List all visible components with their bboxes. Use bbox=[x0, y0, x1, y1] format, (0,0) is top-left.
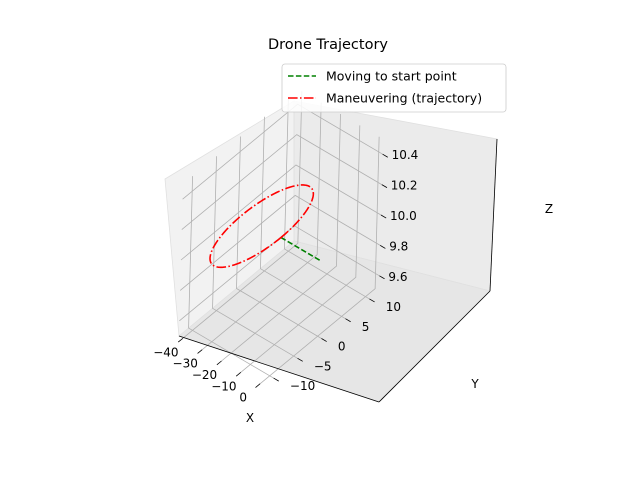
legend-frame bbox=[281, 63, 507, 113]
x-axis-label: X bbox=[246, 411, 254, 425]
legend: Moving to start point Maneuvering (traje… bbox=[281, 63, 507, 113]
x-tick-label: 0 bbox=[239, 391, 247, 405]
chart-title: Drone Trajectory bbox=[268, 37, 388, 53]
y-tick-label: −10 bbox=[290, 379, 315, 393]
y-tick-mark bbox=[345, 318, 351, 323]
z-gridline bbox=[179, 194, 381, 291]
x-tick-mark bbox=[216, 360, 222, 366]
y-tick-mark bbox=[369, 298, 375, 303]
legend-label-moving: Moving to start point bbox=[326, 69, 457, 84]
axes-panes bbox=[164, 100, 498, 403]
x-gridline bbox=[240, 125, 361, 373]
z-tick-label: 9.8 bbox=[389, 239, 408, 253]
x-axis-line bbox=[178, 335, 380, 403]
x-gridline bbox=[221, 113, 341, 362]
y-gridline bbox=[188, 176, 274, 379]
z-tick-mark bbox=[379, 275, 385, 280]
z-axis-line bbox=[489, 138, 498, 292]
x-gridline bbox=[259, 136, 380, 385]
z-gridline bbox=[181, 134, 383, 230]
y-tick-label: −5 bbox=[314, 359, 332, 373]
x-gridline bbox=[201, 102, 322, 350]
z-tick-label: 10.2 bbox=[391, 179, 418, 193]
x-tick-mark bbox=[177, 337, 184, 343]
y-axis-line bbox=[378, 290, 491, 403]
y-tick-mark bbox=[321, 338, 327, 342]
x-gridline bbox=[182, 91, 303, 339]
z-tick-mark bbox=[380, 214, 387, 219]
x-tick-label: −30 bbox=[173, 357, 198, 371]
x-tick-label: −20 bbox=[192, 368, 217, 382]
y-gridline bbox=[284, 96, 370, 300]
y-gridline bbox=[236, 136, 322, 339]
z-tick-label: 10.4 bbox=[392, 148, 419, 162]
y-tick-mark bbox=[273, 377, 279, 382]
x-tick-mark bbox=[255, 383, 261, 388]
y-tick-mark bbox=[297, 357, 303, 362]
y-gridline bbox=[260, 116, 346, 320]
z-tick-mark bbox=[382, 153, 388, 158]
z-tick-mark bbox=[379, 245, 386, 249]
series-layer bbox=[209, 184, 321, 269]
axis-lines bbox=[178, 138, 498, 403]
z-axis-label: Z bbox=[545, 202, 553, 216]
y-axis-label: Y bbox=[470, 377, 479, 391]
legend-label-maneuvering: Maneuvering (trajectory) bbox=[326, 91, 482, 106]
x-tick-label: −10 bbox=[211, 379, 236, 393]
z-tick-mark bbox=[381, 184, 388, 188]
x-tick-label: −40 bbox=[153, 345, 178, 359]
series-line-maneuvering bbox=[209, 184, 315, 269]
z-tick-label: 9.6 bbox=[388, 270, 407, 284]
x-tick-mark bbox=[197, 349, 203, 354]
x-tick-mark bbox=[235, 372, 242, 377]
y-tick-label: 10 bbox=[386, 300, 401, 314]
z-gridline bbox=[180, 164, 382, 261]
y-gridline bbox=[212, 156, 298, 359]
z-tick-label: 10.0 bbox=[390, 209, 417, 223]
y-tick-label: 5 bbox=[362, 320, 370, 334]
y-tick-label: 0 bbox=[338, 340, 346, 354]
